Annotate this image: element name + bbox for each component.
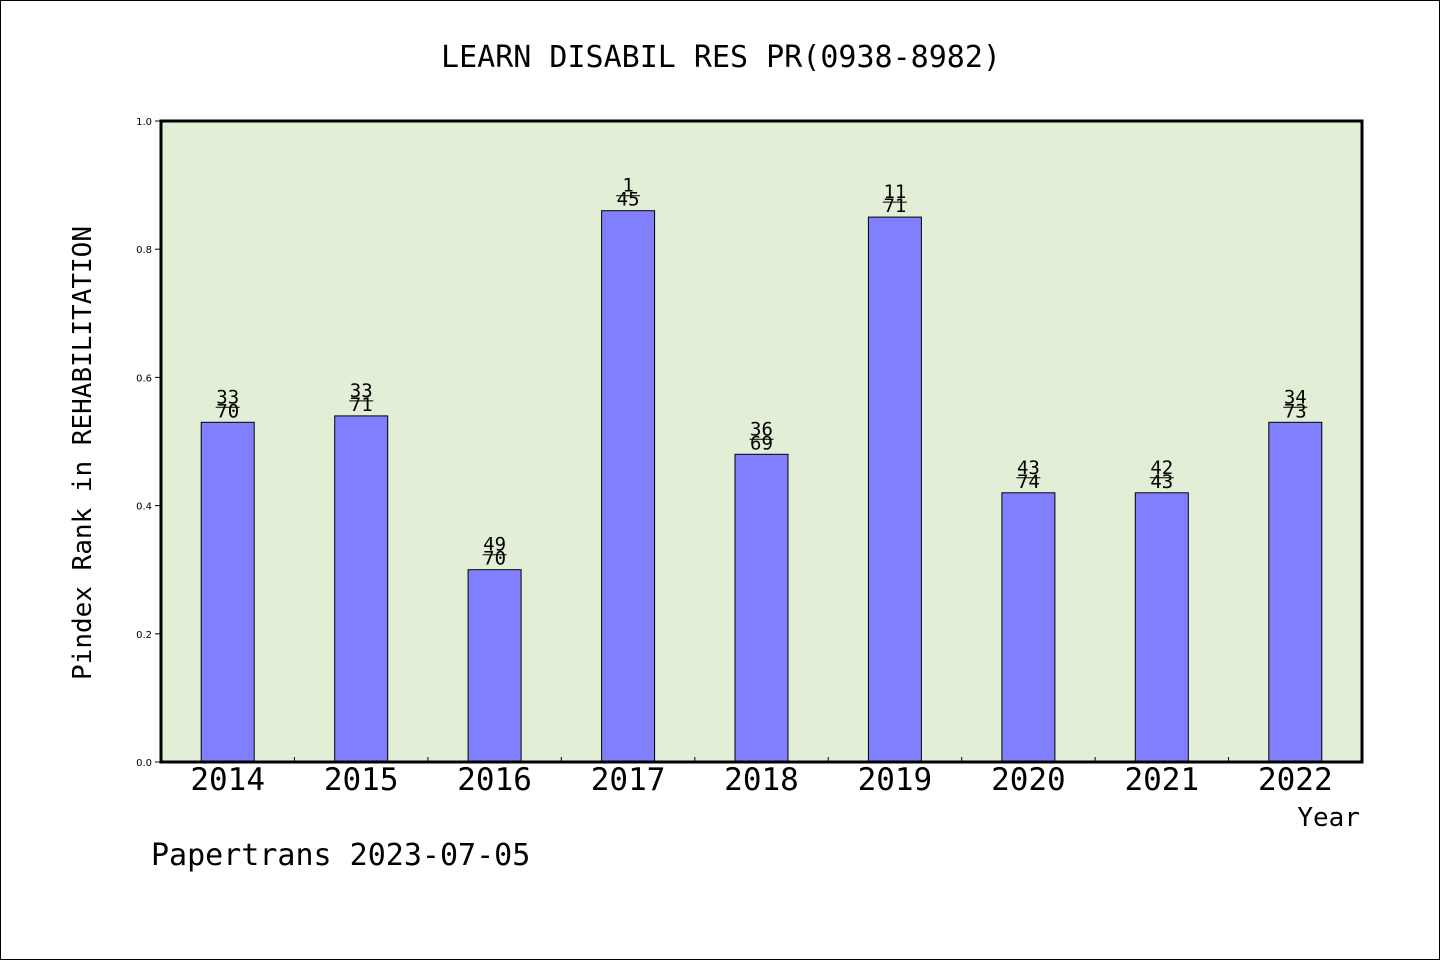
bar-label-rank-2021: 42 <box>1150 457 1173 479</box>
bar-label-total-2014: 70 <box>216 400 239 422</box>
bar-2021 <box>1134 492 1189 763</box>
bars-group <box>200 210 1323 763</box>
chart-title: LEARN DISABIL RES PR(0938-8982) <box>441 40 1001 75</box>
bar-label-total-2021: 43 <box>1150 471 1173 493</box>
bar-label-total-2018: 69 <box>750 432 773 454</box>
plot-border <box>159 119 1364 764</box>
y-axis-ticks: 0.0 0.2 0.4 0.6 0.8 1.0 <box>136 117 161 769</box>
bar-2018 <box>734 453 789 763</box>
bar-2019 <box>867 216 922 763</box>
bar-label-rank-2014: 33 <box>216 386 239 408</box>
x-tick-label-2020: 2020 <box>991 762 1066 798</box>
bar-label-rank-2015: 33 <box>350 380 373 402</box>
bar-label-rank-2019: 11 <box>883 181 906 203</box>
bar-label-rank-2017: 1 <box>622 175 633 197</box>
x-tick-label-2021: 2021 <box>1124 762 1199 798</box>
x-tick-label-2017: 2017 <box>591 762 666 798</box>
bar-label-rank-2018: 36 <box>750 418 773 440</box>
x-tick-label-2018: 2018 <box>724 762 799 798</box>
y-axis-label: Pindex Rank in REHABILITATION <box>68 226 98 680</box>
x-tick-label-2019: 2019 <box>858 762 933 798</box>
bar-label-total-2020: 74 <box>1017 471 1040 493</box>
y-tick-label: 0.4 <box>136 502 152 513</box>
footer-credit: Papertrans 2023-07-05 <box>151 838 530 873</box>
bar-label-total-2019: 71 <box>883 195 906 217</box>
y-tick-label: 0.6 <box>136 373 152 384</box>
bar-2020 <box>1001 492 1056 763</box>
bar-2016 <box>467 569 522 763</box>
bar-2022 <box>1268 421 1323 763</box>
bar-label-rank-2016: 49 <box>483 534 506 556</box>
y-tick-label: 0.8 <box>136 245 152 256</box>
x-tick-label-2014: 2014 <box>190 762 265 798</box>
bar-label-rank-2020: 43 <box>1017 457 1040 479</box>
y-tick-label: 0.0 <box>136 758 152 769</box>
bar-label-total-2017: 45 <box>617 189 640 211</box>
bar-2017 <box>601 210 656 763</box>
y-tick-label: 1.0 <box>136 117 152 128</box>
bar-2015 <box>334 415 389 763</box>
bar-label-total-2016: 70 <box>483 548 506 570</box>
x-axis-ticks: 2014 2015 2016 2017 2018 2019 2020 2021 2022 <box>190 757 1333 798</box>
bar-2014 <box>200 421 255 763</box>
bar-label-total-2022: 73 <box>1284 400 1307 422</box>
x-axis-label: Year <box>1297 803 1360 833</box>
bar-label-total-2015: 71 <box>350 394 373 416</box>
y-tick-label: 0.2 <box>136 630 152 641</box>
x-tick-label-2016: 2016 <box>457 762 532 798</box>
x-tick-label-2015: 2015 <box>324 762 399 798</box>
x-tick-label-2022: 2022 <box>1258 762 1333 798</box>
bar-label-rank-2022: 34 <box>1284 386 1307 408</box>
